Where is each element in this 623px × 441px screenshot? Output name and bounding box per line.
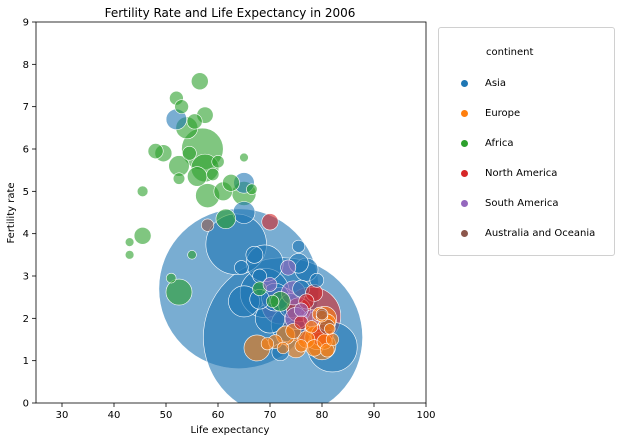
legend-title: continent	[486, 47, 534, 58]
data-point-africa	[222, 174, 240, 192]
data-point-africa	[239, 152, 249, 163]
y-axis-label: Fertility rate	[6, 182, 17, 243]
data-point-south-america	[280, 259, 297, 276]
y-tick-label: 1	[23, 356, 29, 367]
legend-item-asia: Asia	[461, 76, 506, 90]
legend-item-australia-and-oceania: Australia and Oceania	[461, 226, 595, 240]
data-point-africa	[182, 145, 197, 161]
legend-item-africa: Africa	[461, 136, 514, 150]
data-point-africa	[174, 99, 189, 114]
legend-item-europe: Europe	[461, 106, 520, 120]
data-point-africa	[136, 185, 149, 198]
data-point-africa	[124, 237, 135, 247]
data-point-europe	[276, 341, 290, 355]
legend-marker	[461, 169, 468, 177]
y-axis: 0 1 2 3 4 5 6 7 8 9	[23, 18, 36, 410]
legend-item-south-america: South America	[461, 196, 559, 210]
data-point-asia	[245, 246, 264, 264]
legend-marker	[461, 199, 468, 207]
data-point-australia-and-oceania	[201, 218, 215, 232]
data-point-africa	[165, 272, 177, 284]
data-point-europe	[260, 337, 274, 351]
data-point-africa	[266, 294, 280, 308]
x-axis-label: Life expectancy	[191, 425, 270, 436]
data-point-africa	[124, 250, 135, 260]
legend-label: North America	[485, 167, 558, 179]
y-tick-label: 6	[23, 145, 29, 156]
legend-marker	[461, 79, 468, 87]
data-point-europe	[324, 323, 336, 335]
y-tick-label: 2	[23, 314, 29, 325]
y-tick-label: 5	[23, 187, 29, 198]
legend-label: Europe	[485, 107, 521, 119]
data-point-europe	[325, 332, 339, 347]
legend-label: South America	[485, 197, 559, 209]
x-tick-label: 40	[108, 410, 121, 421]
data-point-africa	[147, 143, 164, 160]
data-point-asia	[234, 260, 249, 275]
chart-title: Fertility Rate and Life Expectancy in 20…	[105, 6, 356, 20]
data-point-africa	[206, 167, 220, 181]
plot-frame	[35, 21, 427, 404]
y-tick-label: 8	[23, 60, 29, 71]
data-point-south-america	[293, 302, 309, 318]
y-tick-label: 4	[23, 229, 29, 240]
x-tick-label: 80	[316, 410, 329, 421]
data-point-north-america	[261, 213, 279, 231]
legend-item-north-america: North America	[461, 166, 557, 180]
data-point-australia-and-oceania	[315, 307, 329, 321]
legend-label: Africa	[485, 137, 514, 149]
data-point-europe	[305, 320, 319, 334]
legend-label: Australia and Oceania	[485, 227, 596, 239]
x-tick-label: 100	[416, 410, 435, 421]
x-axis: 30 40 50 60 70 80 90 100	[56, 403, 436, 421]
points-layer	[124, 72, 363, 403]
data-point-africa	[165, 278, 193, 306]
data-point-africa	[133, 226, 152, 245]
x-tick-label: 50	[160, 410, 173, 421]
x-tick-label: 30	[56, 410, 69, 421]
data-point-asia	[292, 239, 306, 253]
data-point-africa	[187, 166, 208, 187]
y-tick-label: 9	[23, 18, 29, 29]
legend-marker	[461, 109, 468, 117]
y-tick-label: 0	[23, 399, 29, 410]
y-tick-label: 3	[23, 272, 29, 283]
data-point-south-america	[262, 277, 278, 292]
data-point-africa	[211, 155, 225, 169]
x-tick-label: 70	[264, 410, 277, 421]
data-point-africa	[187, 250, 197, 260]
data-point-africa	[246, 183, 258, 195]
data-point-africa	[190, 72, 209, 91]
data-point-africa	[186, 113, 203, 130]
legend-marker	[461, 139, 468, 147]
legend-marker	[461, 229, 468, 237]
data-point-asia	[232, 201, 256, 224]
legend: continent Asia Europe Africa North Ameri…	[438, 27, 615, 256]
data-point-asia	[309, 272, 325, 288]
legend-label: Asia	[485, 77, 506, 89]
data-point-africa	[215, 208, 236, 229]
y-tick-label: 7	[23, 102, 29, 113]
data-point-africa	[172, 172, 186, 185]
data-point-europe	[294, 339, 308, 353]
x-tick-label: 60	[212, 410, 225, 421]
x-tick-label: 90	[368, 410, 381, 421]
